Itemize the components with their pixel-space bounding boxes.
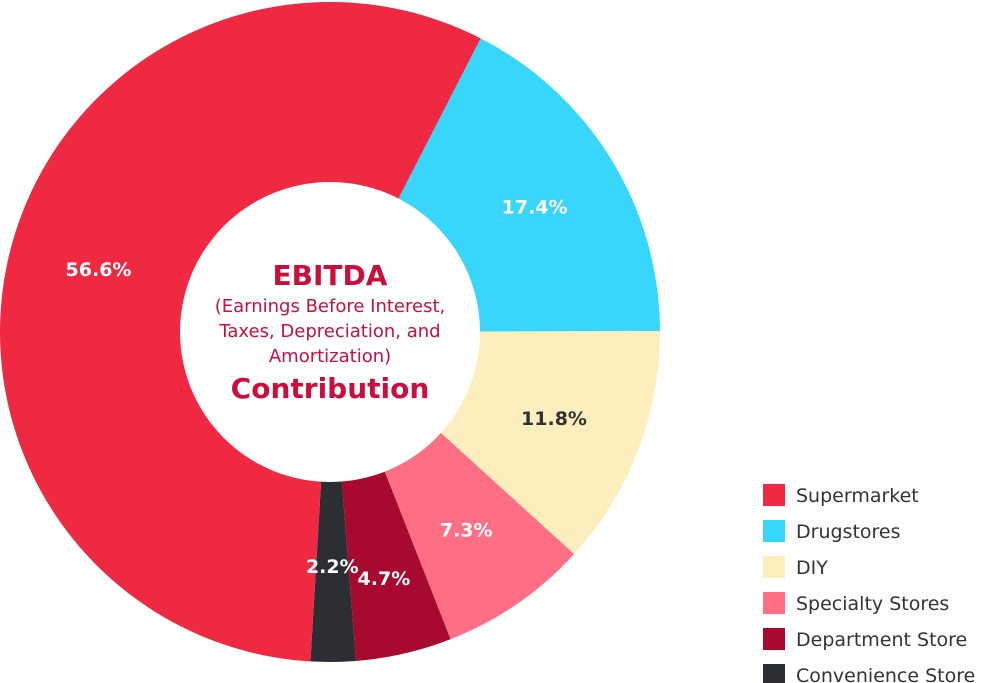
legend-item-diy: DIY <box>763 556 828 579</box>
legend-label-diy: DIY <box>796 557 828 579</box>
value-label-supermarket: 56.6% <box>66 259 132 281</box>
legend-swatch-drugstores <box>763 520 785 542</box>
legend-item-supermarket: Supermarket <box>763 484 919 507</box>
legend: Supermarket Drugstores DIY Specialty Stores… <box>763 484 975 683</box>
value-label-department-store: 4.7% <box>358 568 411 590</box>
value-label-diy: 11.8% <box>521 408 587 430</box>
legend-item-convenience-store: Convenience Store <box>763 664 975 683</box>
legend-label-specialty-stores: Specialty Stores <box>796 593 949 615</box>
value-label-drugstores: 17.4% <box>502 197 568 219</box>
legend-label-drugstores: Drugstores <box>796 521 901 543</box>
legend-item-drugstores: Drugstores <box>763 520 901 543</box>
value-label-convenience-store: 2.2% <box>306 556 359 578</box>
center-title-line-2: (Earnings Before Interest, <box>215 296 446 317</box>
legend-swatch-convenience-store <box>763 664 785 683</box>
center-title-line-5: Contribution <box>231 372 430 405</box>
legend-item-department-store: Department Store <box>763 628 967 651</box>
legend-label-convenience-store: Convenience Store <box>796 665 975 683</box>
legend-swatch-diy <box>763 556 785 578</box>
legend-swatch-department-store <box>763 628 785 650</box>
slice-value-labels: 2.2%4.7% 7.3% 11.8% 17.4% 56.6% <box>66 197 587 590</box>
legend-item-specialty-stores: Specialty Stores <box>763 592 949 615</box>
legend-label-department-store: Department Store <box>796 629 967 651</box>
center-title: EBITDA (Earnings Before Interest, Taxes,… <box>215 259 446 405</box>
legend-swatch-supermarket <box>763 484 785 506</box>
center-title-line-1: EBITDA <box>273 259 388 292</box>
legend-label-supermarket: Supermarket <box>796 485 919 507</box>
donut-hole <box>180 182 480 482</box>
center-title-line-4: Amortization) <box>269 346 391 367</box>
center-title-line-3: Taxes, Depreciation, and <box>218 321 440 342</box>
value-label-specialty-stores: 7.3% <box>440 520 493 542</box>
legend-swatch-specialty-stores <box>763 592 785 614</box>
slice-convenience-store[interactable] <box>310 332 357 662</box>
